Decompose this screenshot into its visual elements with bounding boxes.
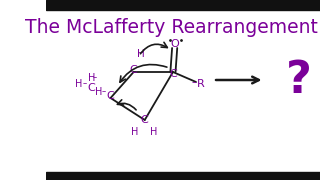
Text: –: – <box>93 73 97 82</box>
Text: C: C <box>88 83 96 93</box>
Text: C: C <box>169 69 177 79</box>
Text: ?: ? <box>286 58 312 102</box>
Text: C: C <box>141 115 148 125</box>
Text: H: H <box>137 49 144 59</box>
Text: H: H <box>95 87 102 97</box>
Text: C: C <box>130 65 138 75</box>
Text: –: – <box>101 87 106 96</box>
Text: –: – <box>83 80 87 89</box>
Text: H: H <box>150 127 157 137</box>
Text: C: C <box>107 91 115 101</box>
Bar <box>46 0 320 10</box>
Text: H: H <box>75 79 83 89</box>
Text: H: H <box>131 127 138 137</box>
Text: O: O <box>170 39 179 49</box>
Text: The McLafferty Rearrangement: The McLafferty Rearrangement <box>25 18 318 37</box>
Text: R: R <box>197 79 205 89</box>
Text: –: – <box>192 77 197 87</box>
Text: H: H <box>88 73 95 83</box>
Bar <box>46 172 320 180</box>
